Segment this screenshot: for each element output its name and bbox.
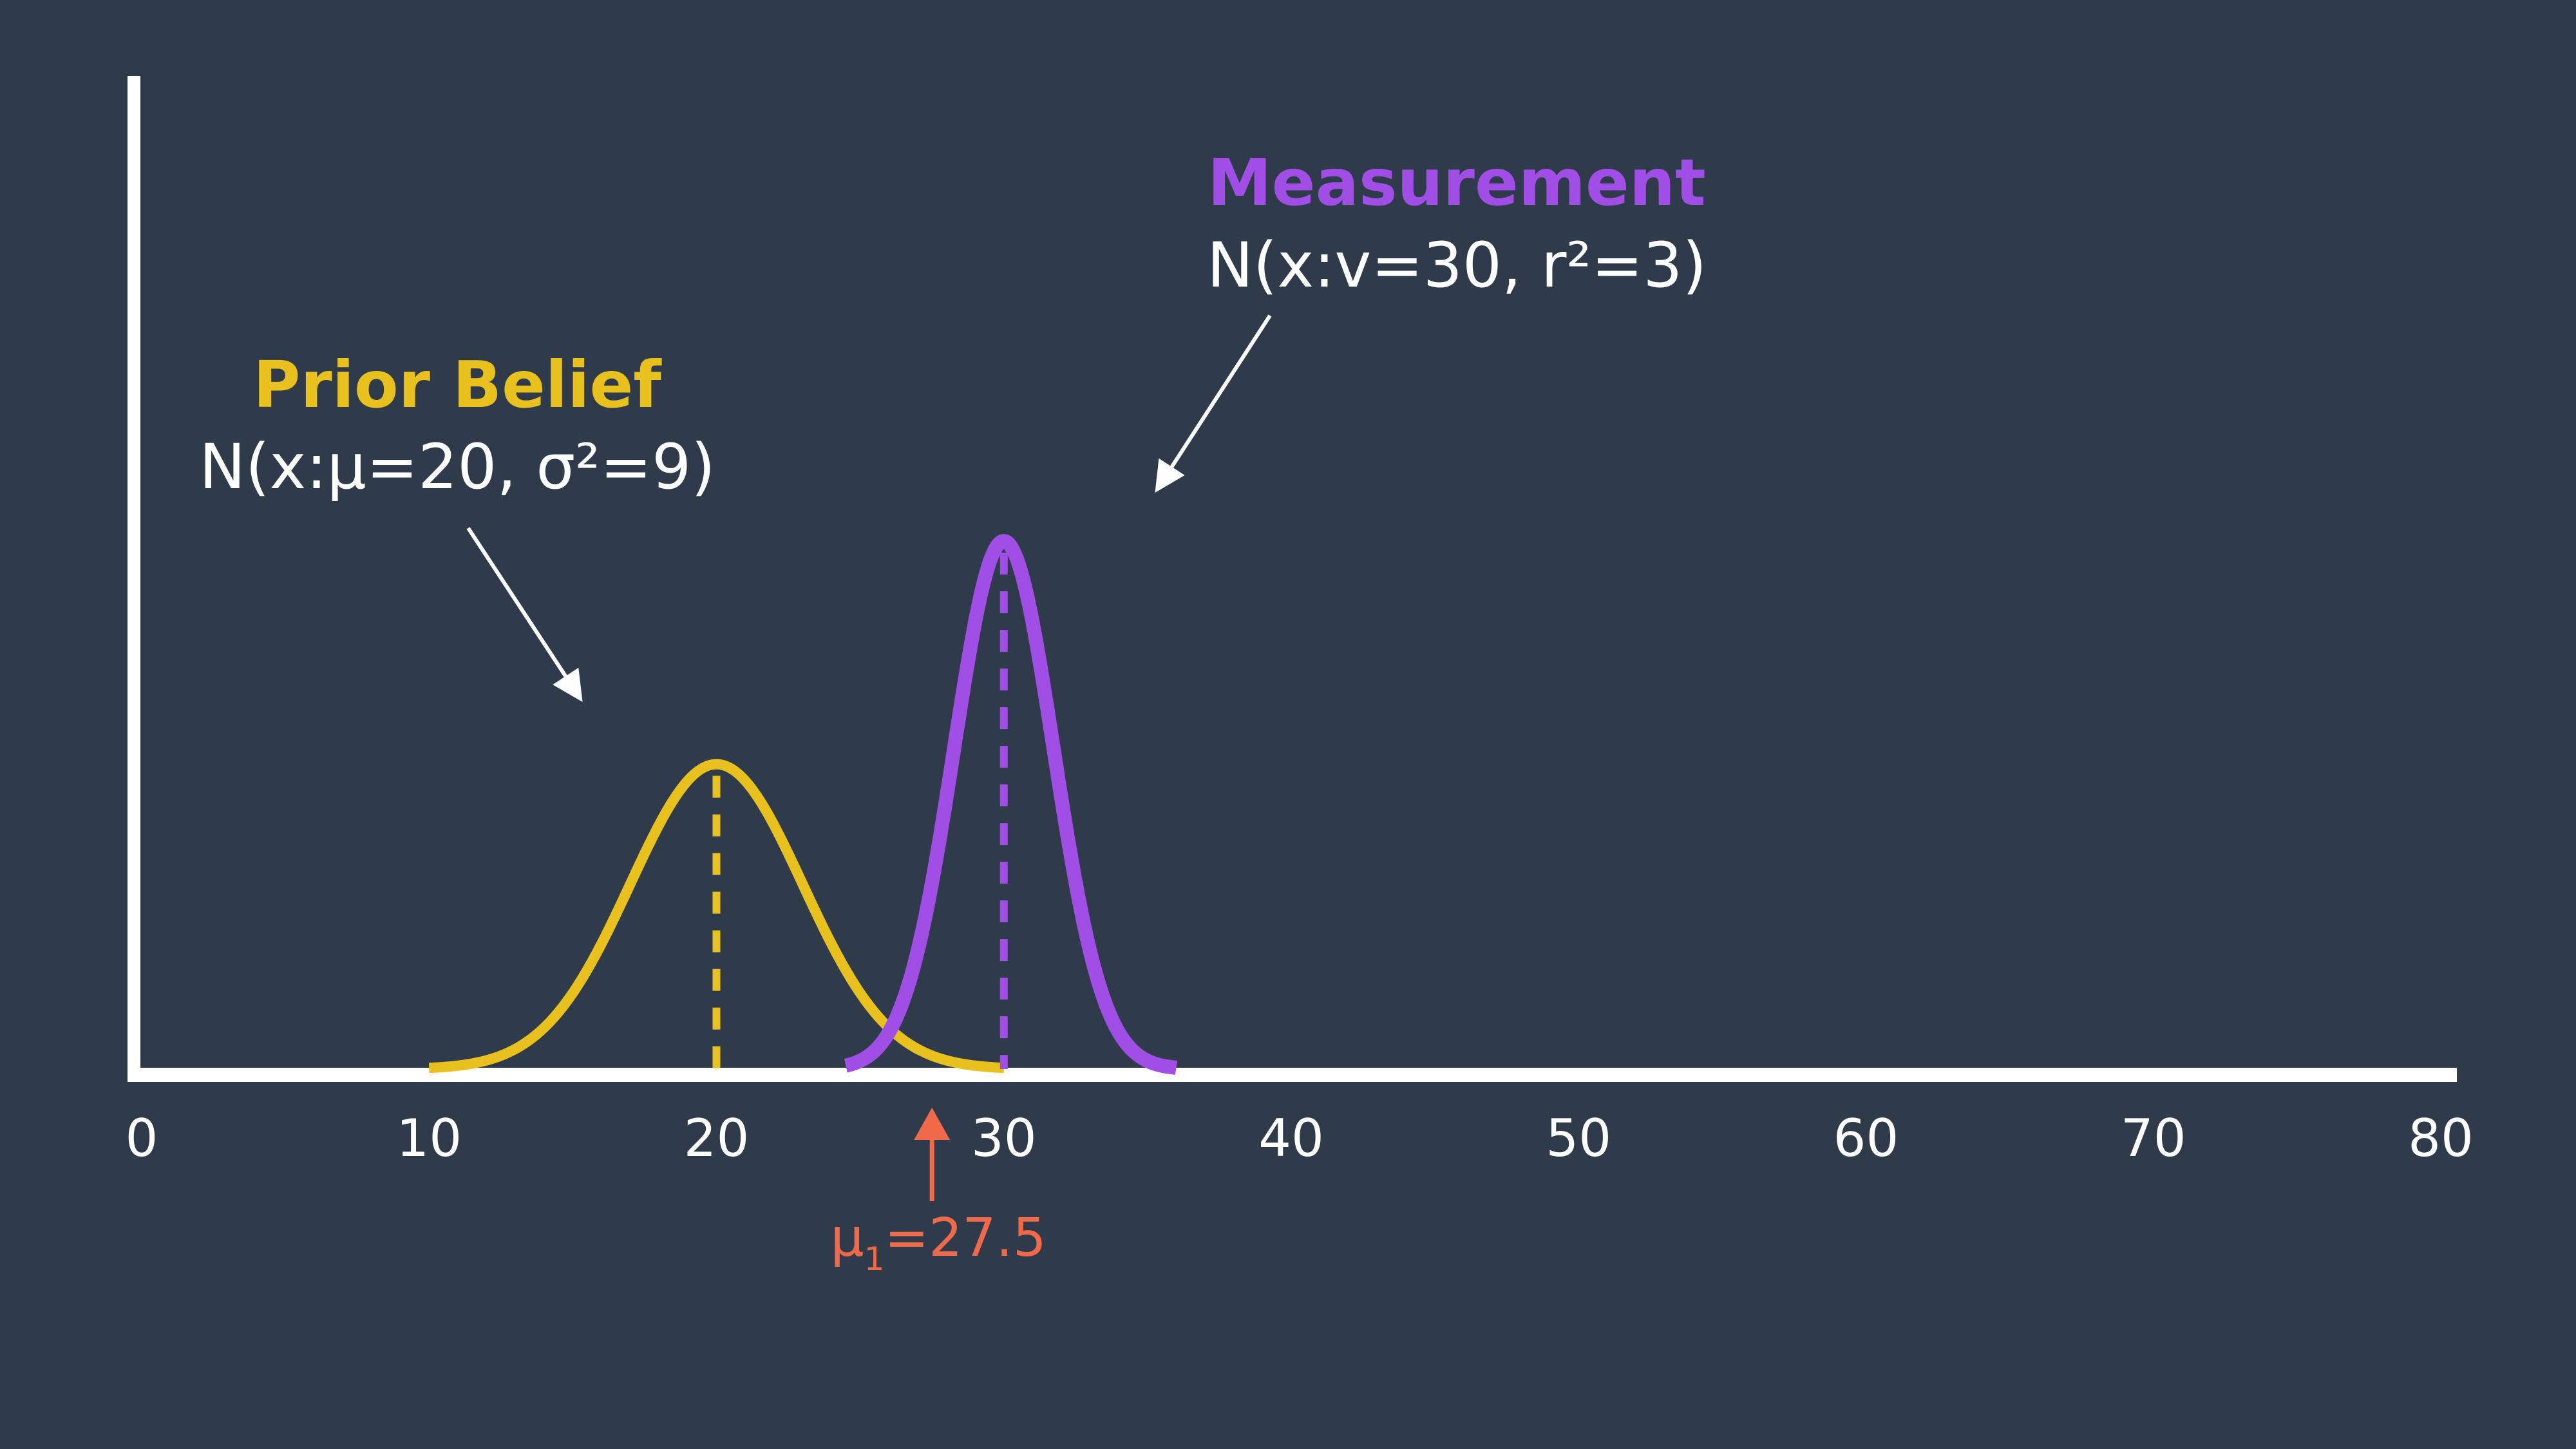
posterior-arrowhead-icon	[914, 1108, 951, 1140]
posterior-mean-value: =27.5	[885, 1208, 1046, 1269]
x-tick-label: 10	[396, 1108, 462, 1168]
x-tick-labels: 0 10 20 30 40 50 60 70 80	[126, 1108, 2474, 1168]
posterior-mean-symbol: μ	[831, 1208, 864, 1269]
posterior-mean-subscript: 1	[864, 1240, 885, 1278]
x-tick-label: 0	[126, 1108, 158, 1168]
prior-belief-formula: N(x:μ=20, σ²=9)	[199, 431, 715, 503]
x-tick-label: 80	[2408, 1108, 2474, 1168]
x-tick-label: 40	[1258, 1108, 1324, 1168]
posterior-mean-annotation: μ1=27.5	[831, 1108, 1046, 1278]
x-tick-label: 30	[971, 1108, 1037, 1168]
prior-belief-curve	[428, 759, 1005, 1074]
x-tick-label: 20	[684, 1108, 750, 1168]
measurement-curve	[844, 534, 1178, 1075]
prior-arrow-icon	[466, 527, 583, 703]
x-tick-label: 50	[1546, 1108, 1611, 1168]
x-tick-label: 60	[1833, 1108, 1899, 1168]
x-tick-label: 70	[2121, 1108, 2186, 1168]
measurement-arrow-icon	[1155, 314, 1272, 493]
prior-belief-title: Prior Belief	[253, 347, 662, 422]
measurement-formula: N(x:v=30, r²=3)	[1207, 229, 1707, 301]
measurement-title: Measurement	[1208, 145, 1706, 220]
posterior-mean-label: μ1=27.5	[831, 1208, 1046, 1278]
